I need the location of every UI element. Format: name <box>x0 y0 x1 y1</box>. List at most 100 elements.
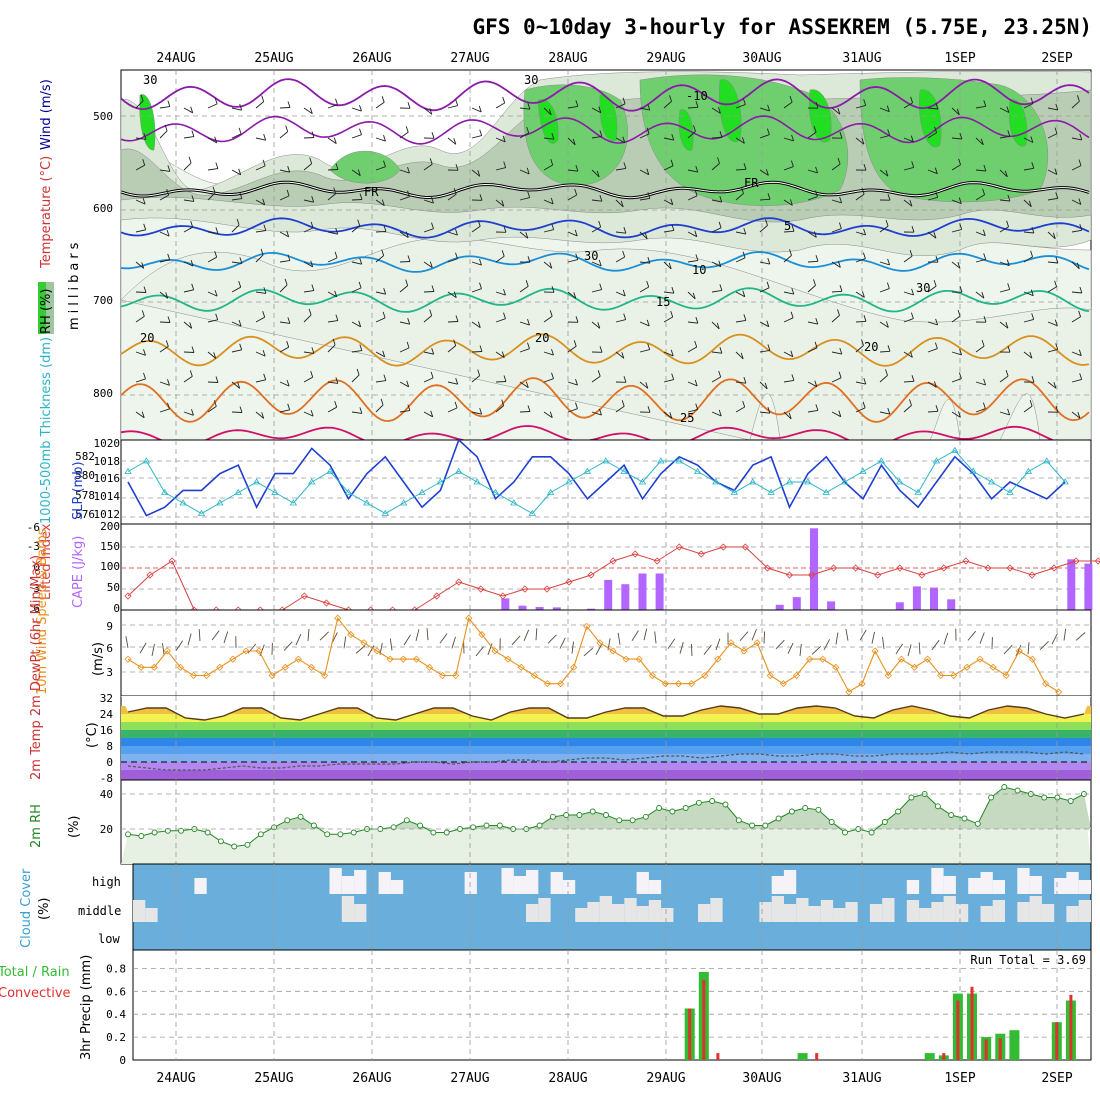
wind-barb-flag <box>215 313 219 320</box>
cloud-block <box>943 876 956 894</box>
rh2m-point <box>682 805 689 811</box>
wind-barb-flag <box>909 249 913 257</box>
wind-barb-flag <box>286 341 290 348</box>
wind-barb-flag <box>551 223 555 230</box>
wind-barb <box>735 406 745 413</box>
wind-barb <box>447 345 456 353</box>
wind-barb <box>1047 133 1058 139</box>
wind-barb <box>495 255 505 263</box>
wind-barb-flag <box>719 284 723 291</box>
wind-barb-flag <box>815 317 819 325</box>
wind-barb <box>615 167 626 171</box>
wind-barb-flag <box>1078 198 1082 205</box>
cloud-block <box>133 900 146 922</box>
wind-barb <box>399 231 409 238</box>
wind-barb-flag <box>455 378 459 385</box>
rh2m-point <box>337 831 344 838</box>
wind-barb-flag <box>334 290 338 297</box>
thickness-point <box>914 488 922 495</box>
wind-barb-flag <box>1078 159 1082 166</box>
wind-barb <box>783 230 795 233</box>
wind-barb-flag <box>765 169 769 176</box>
thickness-point <box>951 446 959 453</box>
wind-barb-flag <box>167 100 171 107</box>
wind-barb <box>1071 351 1082 357</box>
top-date-26AUG: 26AUG <box>352 51 391 66</box>
wind-barb <box>255 316 265 323</box>
top-date-27AUG: 27AUG <box>450 51 489 66</box>
rh2m-point <box>842 829 848 836</box>
rh2m-point <box>895 808 902 815</box>
wind-barb-flag <box>287 254 291 261</box>
wind-barb-flag <box>742 290 746 297</box>
cloud-block <box>390 880 404 894</box>
wind-barb <box>327 291 337 298</box>
wind-barbs <box>135 94 1083 420</box>
cloud-block <box>1066 872 1079 894</box>
wind10-point <box>1041 680 1050 688</box>
cloud-unit: (%) <box>37 898 52 921</box>
wind-barb <box>519 321 530 326</box>
wind-barb-flag <box>669 412 673 419</box>
contour-10 <box>120 251 1090 273</box>
wind-barb <box>1071 137 1082 141</box>
wind-barb <box>831 290 843 293</box>
wind-barb-flag <box>525 280 529 287</box>
wind-barb-flag <box>1078 349 1082 356</box>
wind-barb <box>495 167 506 171</box>
cloud-block <box>587 902 600 922</box>
wind10-barb <box>451 636 456 649</box>
wind-barb <box>231 321 242 327</box>
wind-barb-flag <box>479 408 483 415</box>
thickness-point <box>234 488 242 495</box>
rh2m-point <box>735 817 742 824</box>
rh2m-panel: 20 40 2m RH (%) <box>29 779 1092 865</box>
wind10-barb <box>845 628 849 641</box>
wind-barb-flag <box>1006 106 1010 113</box>
wind-barb-flag <box>646 127 650 134</box>
wind-barb <box>831 163 841 171</box>
slp-thickness-panel: 576 578 580 582 1012 1014 1016 1018 1020 1000-50… <box>39 337 1092 525</box>
wind-barb-flag <box>335 98 338 105</box>
thickness-point <box>326 467 334 474</box>
wind-barb-flag <box>503 312 506 319</box>
wind10-barb <box>1003 644 1013 655</box>
wind-barb <box>687 131 696 139</box>
wind-barb <box>735 351 744 360</box>
cape-bar <box>655 573 664 610</box>
bottom-date-1SEP: 1SEP <box>944 1071 975 1086</box>
wind-barb-flag <box>695 317 699 324</box>
rh-label-30-2: 30 <box>524 73 538 87</box>
wind-barb-flag <box>599 195 603 202</box>
wind-barb-flag <box>502 96 506 104</box>
wind10-point <box>976 655 984 663</box>
wind10-barb <box>703 644 712 655</box>
wind10-barb <box>943 632 949 645</box>
wind-barb <box>543 315 553 323</box>
wind-barb <box>135 378 146 383</box>
wind-barb <box>279 260 290 263</box>
wind10-tick-3: 3 <box>106 666 113 679</box>
wind-barb <box>1023 167 1034 171</box>
wind10-barb <box>811 645 822 655</box>
wind-barb-flag <box>838 222 842 229</box>
wind10-point <box>216 663 224 671</box>
rh2m-point <box>616 817 623 824</box>
lifted-index-point <box>433 592 441 600</box>
wind-barb <box>711 289 722 293</box>
thickness-tick-580: 580 <box>75 469 95 482</box>
wind-barb-flag <box>982 188 986 195</box>
wind-barb-flag <box>885 219 889 227</box>
cloud-block <box>968 878 981 894</box>
lifted-index-point <box>609 557 617 565</box>
temp2m-label: 2m Temp 2m DewPt (6hr Min/Max) <box>29 555 44 780</box>
wind10-point <box>439 671 447 680</box>
wind-barb <box>639 133 650 139</box>
wind-barb <box>279 107 291 109</box>
upper-ytick-500: 500 <box>93 110 113 123</box>
wind-barb <box>783 379 794 383</box>
wind-barb-flag <box>692 292 696 300</box>
wind-barb-flag <box>503 226 507 233</box>
wind-barb-flag <box>551 286 555 293</box>
rh2m-point <box>257 831 264 838</box>
